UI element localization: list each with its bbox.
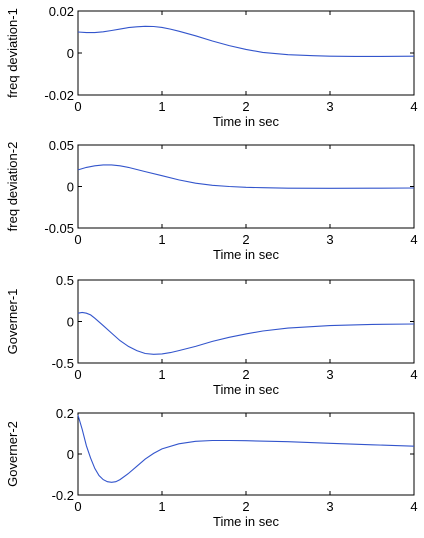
y-tick-label: 0 (67, 180, 74, 195)
x-tick-label: 2 (242, 232, 249, 247)
y-axis-label: Governer-1 (5, 289, 20, 355)
plot-area-frame (77, 10, 415, 96)
y-tick-label: 0 (67, 46, 74, 61)
x-tick-label: 2 (242, 367, 249, 382)
y-tick-label: -0.2 (52, 488, 74, 503)
x-axis-label: Time in sec (213, 382, 279, 397)
plot-area-frame (77, 279, 415, 364)
x-tick-label: 4 (410, 232, 417, 247)
x-axis-label: Time in sec (213, 114, 279, 129)
y-tick-label: 0 (67, 447, 74, 462)
series-line (77, 25, 415, 57)
plot-area-frame (77, 412, 415, 496)
x-tick-label: 4 (410, 499, 417, 514)
y-tick-label: -0.5 (52, 356, 74, 371)
y-tick-label: 0.02 (49, 4, 74, 19)
y-axis-label: freq deviation-2 (5, 142, 20, 232)
x-axis-label: Time in sec (213, 514, 279, 529)
y-tick-label: -0.02 (44, 88, 74, 103)
x-tick-label: 3 (326, 232, 333, 247)
y-tick-label: 0.05 (49, 138, 74, 153)
x-tick-label: 3 (326, 99, 333, 114)
x-tick-label: 2 (242, 499, 249, 514)
x-tick-label: 4 (410, 99, 417, 114)
x-tick-label: 1 (158, 232, 165, 247)
y-tick-label: 0.5 (56, 273, 74, 288)
x-tick-label: 0 (74, 232, 81, 247)
series-line (77, 311, 415, 355)
x-tick-label: 1 (158, 367, 165, 382)
x-tick-label: 1 (158, 499, 165, 514)
x-tick-label: 0 (74, 99, 81, 114)
y-tick-label: -0.05 (44, 221, 74, 236)
y-axis-label: Governer-2 (5, 421, 20, 487)
x-tick-label: 3 (326, 367, 333, 382)
y-axis-label: freq deviation-1 (5, 8, 20, 98)
x-tick-label: 2 (242, 99, 249, 114)
series-line (77, 414, 415, 483)
plot-area-frame (77, 144, 415, 229)
x-tick-label: 4 (410, 367, 417, 382)
x-tick-label: 3 (326, 499, 333, 514)
y-tick-label: 0 (67, 315, 74, 330)
y-tick-label: 0.2 (56, 406, 74, 421)
x-tick-label: 0 (74, 367, 81, 382)
x-axis-label: Time in sec (213, 247, 279, 262)
series-line (77, 164, 415, 189)
x-tick-label: 0 (74, 499, 81, 514)
x-tick-label: 1 (158, 99, 165, 114)
